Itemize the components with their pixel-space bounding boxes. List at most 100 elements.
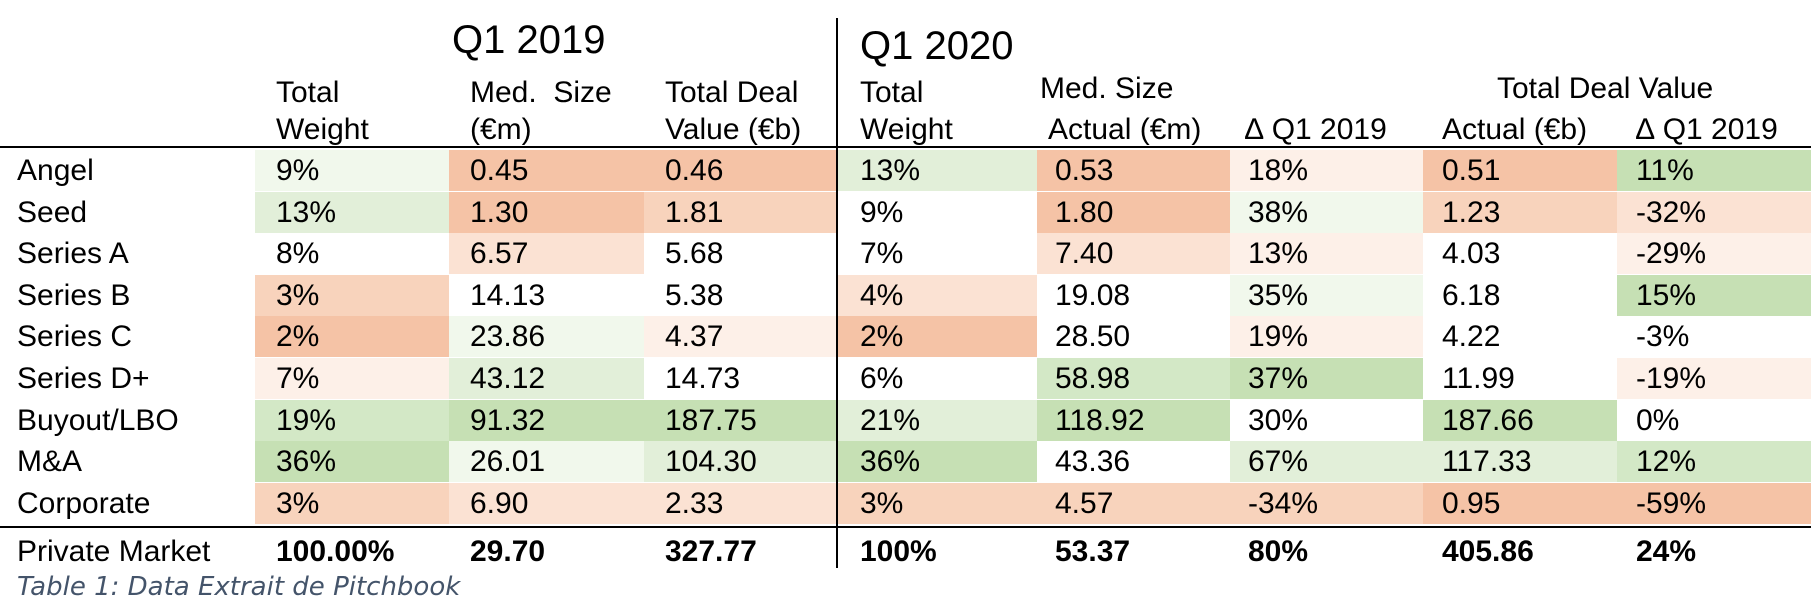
heat-cell [449, 316, 644, 358]
cell-dv19: 14.73 [665, 362, 741, 395]
cell-ms19: 1.30 [470, 195, 529, 229]
heat-cell [1230, 150, 1423, 191]
cell-w20: 13% [860, 154, 921, 187]
cell-dms: 37% [1248, 362, 1309, 395]
heat-cell [1423, 358, 1617, 399]
row-label: Seed [17, 195, 88, 229]
cell-dv20: 117.33 [1442, 445, 1532, 479]
total-label: Private Market [17, 535, 211, 568]
cell-dv19: 2.33 [665, 486, 724, 520]
row-label: Series B [17, 278, 131, 312]
cell-dms: 30% [1248, 403, 1309, 437]
cell-ms19: 91.32 [470, 403, 546, 437]
row-label: Buyout/LBO [17, 403, 179, 437]
heat-cell [1037, 399, 1230, 441]
heat-cell [255, 233, 449, 275]
heat-cell [255, 358, 449, 399]
heat-cell [1617, 358, 1811, 399]
table-caption: Table 1: Data Extrait de Pitchbook [17, 572, 461, 602]
cell-ms20: 7.40 [1055, 237, 1114, 271]
cell-dv19: 104.30 [665, 445, 757, 479]
heat-cell [1617, 150, 1811, 191]
heat-cell [644, 441, 836, 483]
heat-cell [644, 358, 836, 399]
cell-ms20: 58.98 [1055, 362, 1131, 395]
col-header-weight-2020-l2: Weight [860, 113, 953, 146]
col-header-medsize-2019-l1: Med. Size [470, 76, 612, 109]
cell-dv20: 187.66 [1442, 403, 1534, 437]
cell-ms20: 118.92 [1055, 403, 1145, 437]
cell-w20: 36% [860, 445, 921, 479]
row-label: Series D+ [17, 362, 150, 395]
heat-cell [1423, 274, 1617, 316]
cell-w19: 8% [276, 237, 320, 271]
cell-w19: 3% [276, 278, 320, 312]
heat-cell [449, 233, 644, 275]
cell-ms20: 4.57 [1055, 486, 1114, 520]
heat-cell [255, 191, 449, 233]
cell-w20: 2% [860, 320, 904, 354]
heat-cell [838, 399, 1037, 441]
heat-cell [838, 358, 1037, 399]
heat-cell [1617, 191, 1811, 233]
cell-w20: 21% [860, 403, 921, 437]
heat-cell [449, 358, 644, 399]
col-header-delta-dealvalue: ∆ Q1 2019 [1636, 113, 1778, 146]
row-label: M&A [17, 445, 83, 479]
heat-cell [1230, 358, 1423, 399]
heat-cell [1230, 441, 1423, 483]
heat-cell [1230, 316, 1423, 358]
heat-cell [1423, 441, 1617, 483]
cell-ms20: 1.80 [1055, 195, 1114, 229]
heat-cell [1230, 482, 1423, 524]
heat-cell [1037, 441, 1230, 483]
cell-ddv: -19% [1636, 362, 1707, 395]
cell-ddv: 12% [1636, 445, 1697, 479]
col-header-actual-m: Actual (€m) [1048, 113, 1202, 146]
cell-dv20: 4.22 [1442, 320, 1501, 354]
heat-cell [449, 274, 644, 316]
cell-w19: 7% [276, 362, 320, 395]
heat-cell [838, 150, 1037, 191]
cell-dms: 13% [1248, 237, 1309, 271]
col-header-weight-2020-l1: Total [860, 76, 924, 109]
heat-cell [838, 316, 1037, 358]
heat-cell [644, 482, 836, 524]
year-divider [836, 18, 838, 568]
heat-cell [838, 482, 1037, 524]
heat-cell [838, 233, 1037, 275]
cell-ms19: 26.01 [470, 445, 546, 479]
total-dealvalue-2019: 327.77 [665, 535, 757, 568]
heat-cell [449, 191, 644, 233]
heat-cell [1230, 274, 1423, 316]
heat-cell [255, 399, 449, 441]
heat-cell [255, 274, 449, 316]
cell-dv20: 0.51 [1442, 154, 1501, 187]
cell-dv19: 4.37 [665, 320, 724, 354]
heat-cell [838, 274, 1037, 316]
cell-dms: -34% [1248, 486, 1319, 520]
cell-ms20: 19.08 [1055, 278, 1131, 312]
heat-cell [838, 191, 1037, 233]
heat-cell [644, 191, 836, 233]
total-rule [0, 526, 1811, 528]
heat-cell [1037, 274, 1230, 316]
cell-w19: 19% [276, 403, 337, 437]
cell-w19: 9% [276, 154, 320, 187]
col-header-dealvalue-2019-l1: Total Deal [665, 76, 799, 109]
total-dealvalue-2020: 405.86 [1442, 535, 1534, 568]
cell-ms19: 6.57 [470, 237, 529, 271]
heat-cell [449, 150, 644, 191]
cell-dv20: 4.03 [1442, 237, 1501, 271]
cell-ms20: 0.53 [1055, 154, 1114, 187]
total-medsize-2019: 29.70 [470, 535, 546, 568]
heat-cell [1037, 316, 1230, 358]
cell-dms: 67% [1248, 445, 1309, 479]
heat-cell [644, 233, 836, 275]
cell-dv19: 0.46 [665, 154, 724, 187]
total-weight-2020: 100% [860, 535, 937, 568]
cell-w20: 7% [860, 237, 904, 271]
total-weight-2019: 100.00% [276, 535, 395, 568]
cell-ddv: -32% [1636, 195, 1707, 229]
col-group-dealvalue-2020: Total Deal Value [1497, 72, 1714, 105]
